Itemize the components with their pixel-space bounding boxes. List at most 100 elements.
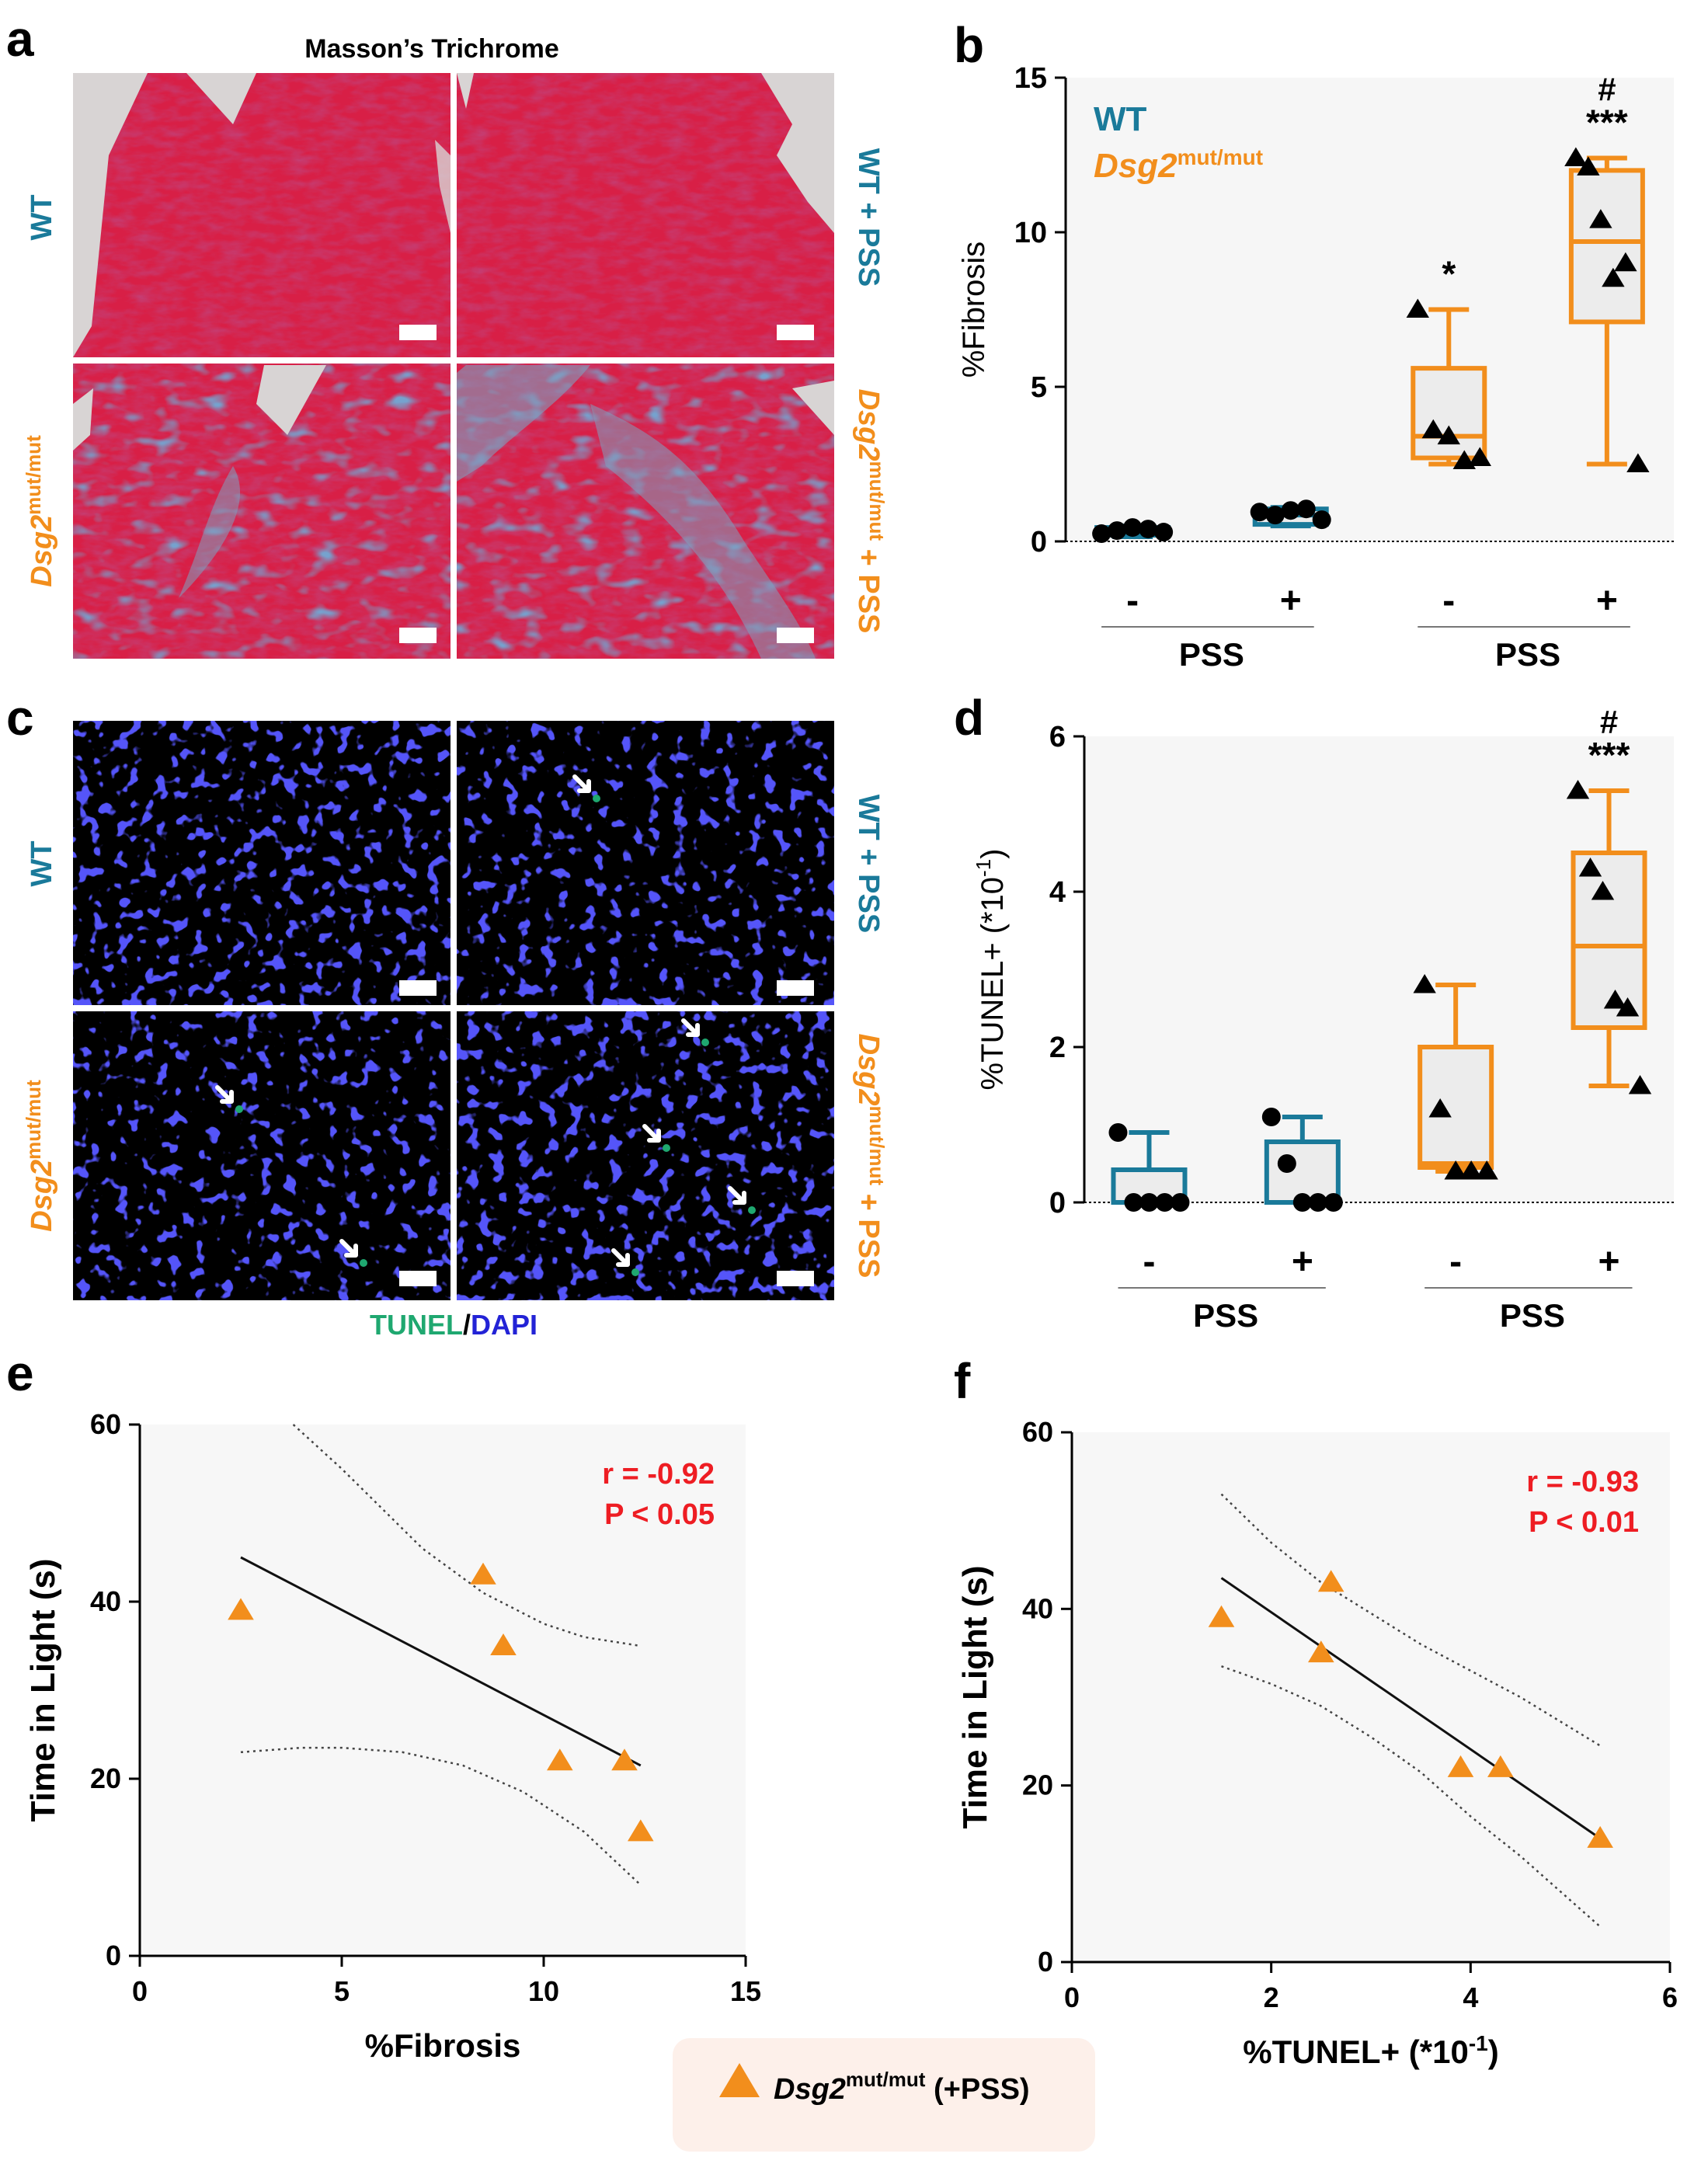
label-wt-c: WT — [26, 840, 58, 886]
x-axis-label: %TUNEL+ (*10-1) — [1243, 2031, 1498, 2070]
y-axis-label-end: ) — [976, 848, 1010, 858]
data-point — [1296, 499, 1316, 519]
tunel-positive-dot — [360, 1259, 367, 1267]
y-tick-label: 10 — [1014, 217, 1047, 249]
y-tick-label: 60 — [90, 1408, 121, 1440]
category-label: + — [1292, 1241, 1313, 1282]
data-point — [1591, 881, 1615, 900]
legend-entry: WT — [1094, 100, 1147, 138]
label-mut-pss-a-sup: mut/mut — [865, 461, 889, 541]
data-point — [1447, 1755, 1474, 1777]
box-group — [1250, 499, 1331, 530]
panel-letter: e — [6, 1345, 34, 1401]
data-point — [547, 1748, 573, 1771]
x-tick-label: 0 — [132, 1975, 148, 2007]
label-mut-c-main: Dsg2 — [26, 1160, 58, 1232]
panel-c: c WT WT + PSS Dsg2mut/mut Dsg2mut/mut + … — [6, 690, 889, 1341]
box-group — [1092, 518, 1174, 544]
label-mut-pss-c-sup: mut/mut — [865, 1106, 889, 1186]
data-point — [1123, 518, 1143, 538]
data-point — [1154, 523, 1174, 542]
data-point — [1459, 1160, 1483, 1180]
data-point — [1308, 1193, 1327, 1212]
data-point — [1292, 1193, 1312, 1212]
significance-mark: * — [1442, 254, 1456, 294]
data-point — [1317, 1570, 1344, 1592]
y-axis-label: %TUNEL+ (*10-1) — [972, 848, 1010, 1090]
caption-sep: / — [463, 1309, 471, 1341]
category-label: + — [1596, 580, 1618, 621]
box-group: ***# — [1564, 71, 1650, 472]
data-point — [1603, 990, 1627, 1009]
data-point — [1468, 447, 1491, 467]
legend-box: Dsg2mut/mut (+PSS) — [673, 2038, 1095, 2152]
y-axis-label: Time in Light (s) — [24, 1559, 62, 1822]
panel-letter-a: a — [6, 11, 34, 67]
data-point — [1312, 510, 1331, 530]
y-tick-label: 5 — [1031, 371, 1047, 404]
data-point — [1564, 147, 1588, 166]
tunel-mut-pss — [457, 1011, 834, 1300]
label-mut-a-main: Dsg2 — [26, 515, 58, 587]
tunel-arrow-icon — [728, 1186, 746, 1205]
group-label: PSS — [1500, 1297, 1565, 1334]
y-tick-label: 0 — [106, 1940, 121, 1971]
data-point — [1614, 252, 1637, 272]
category-label: - — [1442, 580, 1455, 621]
panel-letter: d — [954, 690, 984, 746]
label-wt-pss-c: WT + PSS — [852, 795, 885, 933]
data-point — [628, 1819, 654, 1842]
data-point — [1428, 1098, 1452, 1118]
data-point — [1475, 1160, 1498, 1180]
data-point — [1092, 524, 1111, 544]
x-tick-label: 0 — [1064, 1981, 1080, 2013]
category-label: - — [1143, 1241, 1155, 1282]
data-point — [1139, 1193, 1159, 1212]
data-point — [1437, 425, 1460, 445]
chart-e: 0 20 40 60 0 5 10 15 Time in Light (s) %Fibrosis r… — [6, 1345, 761, 2064]
y-axis-label-text: %TUNEL+ (*10 — [976, 877, 1010, 1091]
micrograph-wt — [73, 73, 450, 357]
plot-background — [140, 1425, 746, 1956]
legend-entry-sup: mut/mut — [1178, 145, 1263, 169]
tunel-mut — [73, 1011, 450, 1300]
stat-p: P < 0.01 — [1529, 1506, 1639, 1539]
regression-line — [1220, 1577, 1602, 1840]
data-point — [470, 1562, 496, 1585]
chart-f: 0 20 40 60 0 2 4 6 Time in Light (s) %TUNEL+ (*10… — [954, 1353, 1678, 2070]
label-mut-a-sup: mut/mut — [22, 435, 45, 515]
label-mut-pss-a-main: Dsg2 — [852, 389, 885, 461]
stat-r: r = -0.92 — [602, 1458, 715, 1491]
y-axis-label-text: %Fibrosis — [957, 242, 991, 378]
box-group — [1108, 1123, 1190, 1212]
stat-p: P < 0.05 — [604, 1498, 715, 1531]
chart-b: 0 5 10 15 %Fibrosis - + * - ***# + PSS PSS b WT Dsg2mut… — [954, 17, 1674, 673]
tunel-positive-dot — [663, 1144, 670, 1152]
ci-lower-curve — [240, 1746, 642, 1886]
y-axis-label: %Fibrosis — [957, 242, 991, 378]
caption-dapi: DAPI — [471, 1309, 537, 1341]
significance-mark-2: # — [1598, 71, 1616, 107]
data-point — [228, 1598, 254, 1620]
tunel-positive-dot — [593, 795, 600, 802]
data-point — [1208, 1605, 1235, 1627]
data-point — [1616, 997, 1640, 1017]
y-tick-label: 60 — [1022, 1416, 1053, 1448]
x-tick-label: 10 — [528, 1975, 559, 2007]
box-group — [1413, 974, 1498, 1180]
stat-r: r = -0.93 — [1526, 1466, 1639, 1498]
box — [1571, 851, 1647, 1030]
tunel-positive-dot — [631, 1268, 639, 1276]
legend-main: Dsg2 — [774, 2073, 846, 2106]
label-mut-c-sup: mut/mut — [22, 1080, 45, 1160]
data-point — [1108, 521, 1127, 541]
tunel-positive-dot — [235, 1105, 243, 1113]
data-point — [1171, 1193, 1190, 1212]
tunel-positive-dot — [701, 1039, 709, 1046]
plot-background — [1072, 1432, 1670, 1962]
y-tick-label: 0 — [1031, 526, 1047, 558]
tunel-arrow-icon — [572, 774, 591, 793]
data-point — [1628, 1075, 1652, 1094]
data-point — [1602, 267, 1625, 287]
